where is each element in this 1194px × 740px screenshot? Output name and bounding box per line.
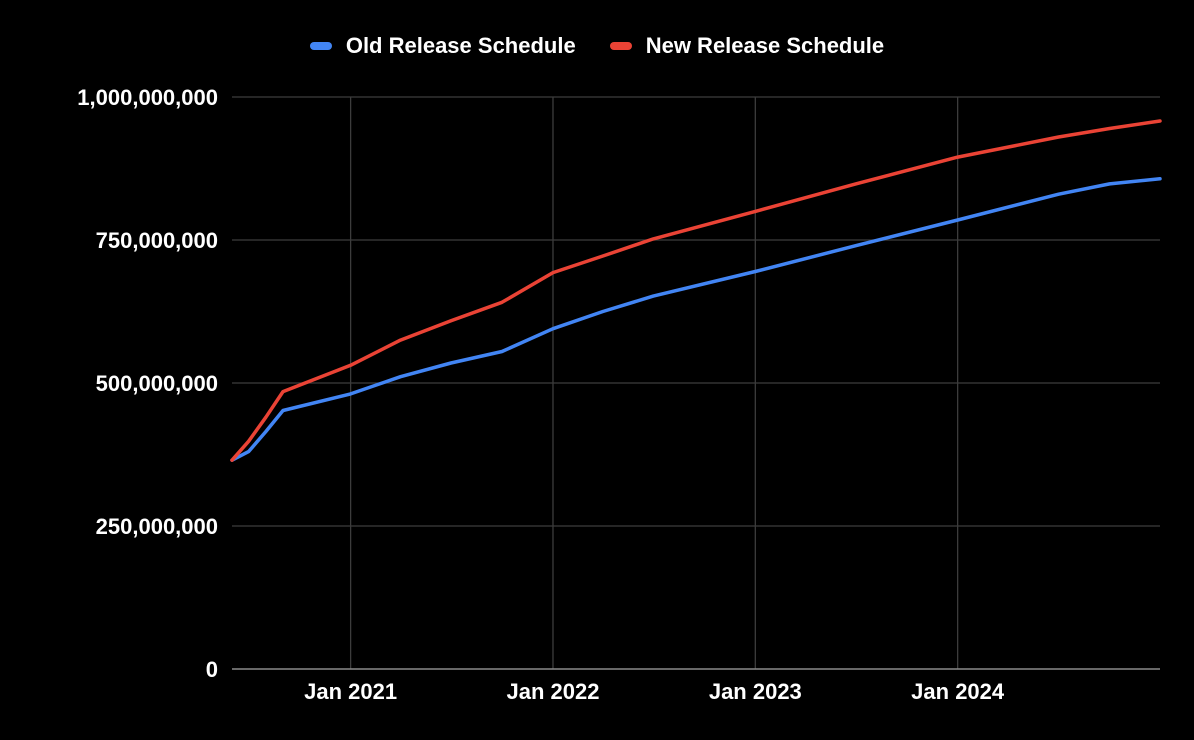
x-tick-label: Jan 2022 — [506, 679, 599, 704]
y-tick-label: 1,000,000,000 — [77, 85, 218, 110]
legend-label-old: Old Release Schedule — [345, 33, 576, 58]
legend-label-new: New Release Schedule — [645, 33, 885, 58]
y-tick-label: 500,000,000 — [96, 371, 218, 396]
y-tick-label: 750,000,000 — [96, 228, 218, 253]
legend-item-new[interactable]: New Release Schedule — [609, 33, 885, 59]
series-line-new-release-schedule[interactable] — [230, 119, 1162, 462]
legend: Old Release Schedule New Release Schedul… — [0, 33, 1194, 59]
x-tick-label: Jan 2021 — [304, 679, 397, 704]
x-tick-label: Jan 2024 — [911, 679, 1005, 704]
legend-item-old[interactable]: Old Release Schedule — [309, 33, 576, 59]
y-tick-label: 0 — [206, 657, 218, 682]
series-lines — [230, 119, 1162, 462]
grid-lines — [232, 96, 1160, 669]
x-tick-label: Jan 2023 — [709, 679, 802, 704]
tick-labels: 0 250,000,000 500,000,000 750,000,000 1,000,… — [77, 85, 1005, 704]
legend-swatch-old — [309, 42, 332, 50]
series-line-old-release-schedule[interactable] — [230, 177, 1162, 462]
y-tick-label: 250,000,000 — [96, 514, 218, 539]
legend-swatch-new — [609, 42, 632, 50]
